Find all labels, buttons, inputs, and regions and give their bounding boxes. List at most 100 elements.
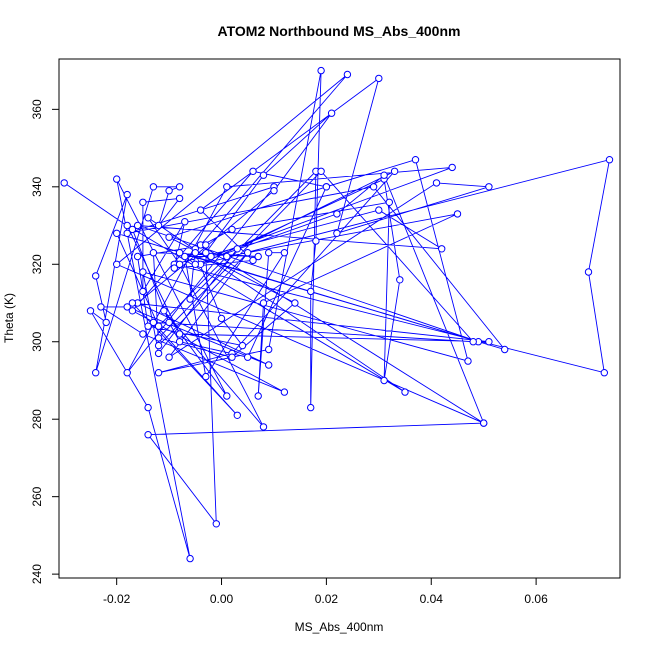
series-line	[63, 70, 611, 559]
data-point	[144, 403, 152, 412]
x-axis: -0.02 0.00 0.02 0.04 0.06	[103, 578, 548, 606]
data-point	[154, 341, 163, 350]
data-point	[480, 419, 488, 427]
data-point	[149, 318, 158, 327]
data-point	[139, 268, 147, 276]
data-point	[128, 307, 137, 315]
data-point	[411, 156, 420, 164]
y-tick-label: 360	[30, 99, 44, 119]
data-point	[86, 307, 95, 315]
data-point	[600, 369, 608, 377]
x-tick-label: 0.06	[524, 592, 548, 606]
data-point	[149, 183, 158, 191]
data-point	[312, 237, 320, 245]
data-point	[228, 225, 236, 234]
data-point	[92, 369, 100, 377]
data-point	[165, 353, 173, 361]
data-point	[333, 210, 341, 218]
y-tick-label: 240	[30, 564, 44, 584]
data-point	[123, 229, 131, 238]
data-point	[113, 175, 121, 183]
data-point	[448, 163, 456, 172]
data-point	[60, 179, 68, 187]
data-point	[102, 318, 110, 327]
x-axis-label: MS_Abs_400nm	[295, 620, 384, 634]
data-point	[123, 190, 131, 199]
data-point	[165, 318, 173, 327]
data-point	[170, 264, 179, 272]
data-point	[128, 225, 137, 234]
data-point	[396, 276, 404, 284]
plot-frame	[58, 58, 621, 579]
data-point	[123, 369, 131, 377]
data-point	[605, 156, 614, 164]
data-point	[207, 252, 215, 261]
data-point	[128, 299, 137, 307]
data-point	[97, 303, 105, 311]
data-point	[139, 287, 147, 296]
data-point	[92, 272, 100, 280]
y-tick-label: 300	[30, 331, 44, 351]
data-point	[186, 554, 194, 563]
data-point	[249, 256, 257, 265]
series-group	[60, 66, 614, 563]
data-point	[165, 187, 173, 195]
data-point	[333, 229, 341, 238]
data-point	[390, 167, 399, 176]
data-point	[139, 198, 147, 207]
data-point	[432, 179, 441, 187]
data-point	[453, 210, 462, 218]
data-point	[186, 295, 194, 303]
data-point	[401, 388, 409, 396]
data-point	[584, 268, 593, 276]
data-point	[307, 287, 315, 296]
y-axis: 240 260 280 300 320 340 360	[30, 99, 59, 584]
data-point	[113, 229, 121, 238]
data-point	[123, 221, 131, 230]
x-tick-label: -0.02	[103, 592, 131, 606]
data-point	[228, 353, 236, 361]
data-point	[165, 233, 173, 241]
data-point	[280, 388, 289, 396]
y-tick-label: 280	[30, 409, 44, 429]
data-point	[233, 411, 242, 419]
data-point	[139, 330, 147, 338]
data-point	[254, 392, 262, 400]
data-point	[375, 206, 383, 214]
data-point	[369, 183, 378, 191]
data-point	[501, 345, 509, 354]
data-point	[181, 218, 189, 226]
data-point	[223, 183, 231, 191]
data-point	[259, 423, 268, 431]
data-point	[149, 249, 158, 257]
data-point	[259, 299, 268, 307]
chart-title: ATOM2 Northbound MS_Abs_400nm	[218, 23, 461, 39]
data-point	[265, 249, 273, 257]
data-point	[317, 66, 325, 75]
y-axis-label: Theta (K)	[2, 293, 16, 343]
data-point	[123, 303, 131, 311]
data-point	[191, 260, 200, 268]
data-point	[113, 260, 121, 268]
data-point	[307, 403, 315, 412]
data-point	[469, 338, 477, 346]
data-point	[380, 171, 388, 179]
data-point	[154, 322, 163, 330]
data-point	[175, 330, 184, 338]
data-point	[144, 322, 152, 330]
data-point	[322, 183, 331, 191]
data-point	[380, 376, 388, 385]
data-point	[144, 214, 152, 222]
data-point	[265, 345, 273, 354]
data-point	[317, 167, 325, 176]
data-point	[175, 194, 184, 203]
data-point	[343, 70, 352, 79]
y-tick-label: 320	[30, 254, 44, 274]
data-point	[238, 341, 247, 350]
data-point	[154, 369, 163, 377]
data-point	[265, 361, 273, 369]
data-point	[438, 245, 446, 253]
data-point	[191, 249, 200, 257]
data-point	[327, 109, 336, 117]
data-point	[202, 372, 210, 381]
